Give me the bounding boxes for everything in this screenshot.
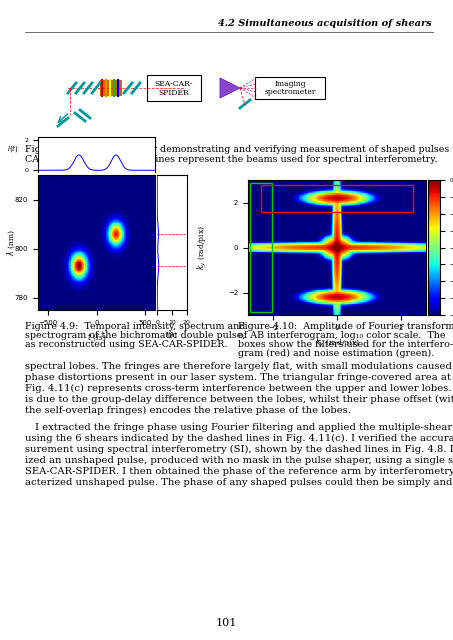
Text: 101: 101 [215,618,236,628]
Y-axis label: $I(t)$: $I(t)$ [7,143,19,154]
Text: is due to the group-delay difference between the lobes, whilst their phase offse: is due to the group-delay difference bet… [25,395,453,404]
X-axis label: $I(\lambda)$: $I(\lambda)$ [165,330,178,340]
Text: 4.2 Simultaneous acquisition of shears: 4.2 Simultaneous acquisition of shears [218,19,432,28]
Text: the self-overlap fringes) encodes the relative phase of the lobes.: the self-overlap fringes) encodes the re… [25,406,351,415]
Text: surement using spectral interferometry (SI), shown by the dashed lines in Fig. 4: surement using spectral interferometry (… [25,445,453,454]
Y-axis label: $k_y$ (rad/pix): $k_y$ (rad/pix) [196,225,209,270]
Text: Figure 4.9:  Temporal intensity, spectrum and: Figure 4.9: Temporal intensity, spectrum… [25,322,246,331]
Text: boxes show the filters used for the interfero-: boxes show the filters used for the inte… [238,340,453,349]
Text: SEA-CAR-SPIDER. I then obtained the phase of the reference arm by interferometry: SEA-CAR-SPIDER. I then obtained the phas… [25,467,453,476]
Text: of AB interferogram, log₁₀ color scale.  The: of AB interferogram, log₁₀ color scale. … [238,331,445,340]
Text: SEA-CAR-: SEA-CAR- [155,80,193,88]
Text: gram (red) and noise estimation (green).: gram (red) and noise estimation (green). [238,349,434,358]
Bar [250,184,272,312]
Text: Imaging: Imaging [274,80,306,88]
Text: spectrogram of the bichromatic double pulse,: spectrogram of the bichromatic double pu… [25,331,246,340]
Text: CAR-SPIDER. The dashed lines represent the beams used for spectral interferometr: CAR-SPIDER. The dashed lines represent t… [25,154,438,163]
Text: Figure 4.8:  Experiment for demonstrating and verifying measurement of shaped pu: Figure 4.8: Experiment for demonstrating… [25,145,453,154]
FancyBboxPatch shape [100,80,122,96]
Text: Fig. 4.11(c) represents cross-term interference between the upper and lower lobe: Fig. 4.11(c) represents cross-term inter… [25,384,453,393]
Bar [261,184,413,211]
Y-axis label: $\lambda$ (nm): $\lambda$ (nm) [5,229,17,256]
Text: acterized unshaped pulse. The phase of any shaped pulses could then be simply an: acterized unshaped pulse. The phase of a… [25,478,453,487]
Text: phase distortions present in our laser system. The triangular fringe-covered are: phase distortions present in our laser s… [25,373,453,382]
Text: spectrometer: spectrometer [264,88,316,96]
Text: as reconstructed using SEA-CAR-SPIDER.: as reconstructed using SEA-CAR-SPIDER. [25,340,227,349]
Polygon shape [220,78,240,98]
Text: Figure 4.10:  Amplitude of Fourier transform: Figure 4.10: Amplitude of Fourier transf… [238,322,453,331]
FancyBboxPatch shape [147,75,201,101]
Text: ized an unshaped pulse, produced with no mask in the pulse shaper, using a singl: ized an unshaped pulse, produced with no… [25,456,453,465]
Text: I extracted the fringe phase using Fourier filtering and applied the multiple-sh: I extracted the fringe phase using Fouri… [25,423,453,432]
X-axis label: $k_x$ (rad/pix): $k_x$ (rad/pix) [314,336,359,349]
Text: SPIDER: SPIDER [159,89,189,97]
FancyBboxPatch shape [255,77,325,99]
Text: spectral lobes. The fringes are therefore largely flat, with small modulations c: spectral lobes. The fringes are therefor… [25,362,453,371]
X-axis label: $t$ (fs): $t$ (fs) [87,332,106,342]
Text: using the 6 shears indicated by the dashed lines in Fig. 4.11(c). I verified the: using the 6 shears indicated by the dash… [25,434,453,443]
